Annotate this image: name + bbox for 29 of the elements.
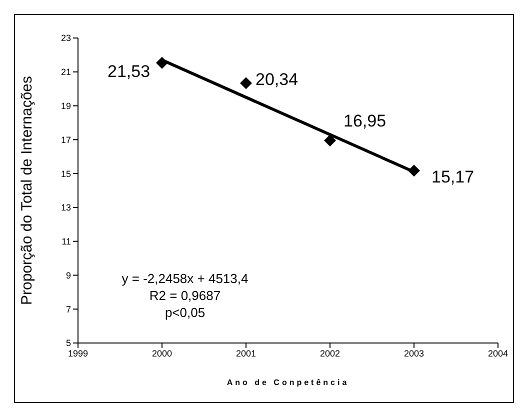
y-tick-label: 11 bbox=[62, 236, 71, 247]
y-tick-label: 15 bbox=[60, 168, 71, 179]
data-label: 15,17 bbox=[431, 168, 474, 187]
y-tick-label: 23 bbox=[60, 33, 71, 44]
annotation: R2 = 0,9687 bbox=[148, 287, 222, 304]
y-tick-label: 9 bbox=[66, 270, 71, 280]
x-tick-label: 2001 bbox=[236, 348, 256, 358]
x-tick-label: 2000 bbox=[152, 348, 172, 358]
y-tick-label: 7 bbox=[66, 304, 71, 314]
x-tick-label: 2003 bbox=[404, 348, 424, 358]
annotation: y = -2,2458x + 4513,4 bbox=[120, 270, 250, 287]
annotation: p<0,05 bbox=[164, 304, 206, 321]
y-tick-label: 21 bbox=[60, 67, 71, 78]
data-label: 21,53 bbox=[107, 62, 150, 81]
x-tick-label: 1999 bbox=[68, 348, 88, 358]
point bbox=[408, 164, 420, 177]
data-label: 20,34 bbox=[255, 70, 298, 90]
x-tick-label: 2002 bbox=[320, 348, 340, 358]
y-axis-title: Proporção do Total de Internações bbox=[18, 76, 36, 306]
x-axis-title: Ano de Conpetência bbox=[226, 378, 350, 387]
point bbox=[156, 56, 168, 69]
y-tick-label: 19 bbox=[60, 100, 71, 111]
data-label: 16,95 bbox=[343, 111, 386, 130]
y-tick-label: 17 bbox=[60, 134, 71, 145]
y-tick-label: 13 bbox=[60, 202, 71, 213]
point bbox=[240, 77, 252, 90]
y-tick-label: 5 bbox=[66, 338, 71, 348]
x-tick-label: 2004 bbox=[488, 348, 508, 358]
point bbox=[324, 134, 336, 147]
